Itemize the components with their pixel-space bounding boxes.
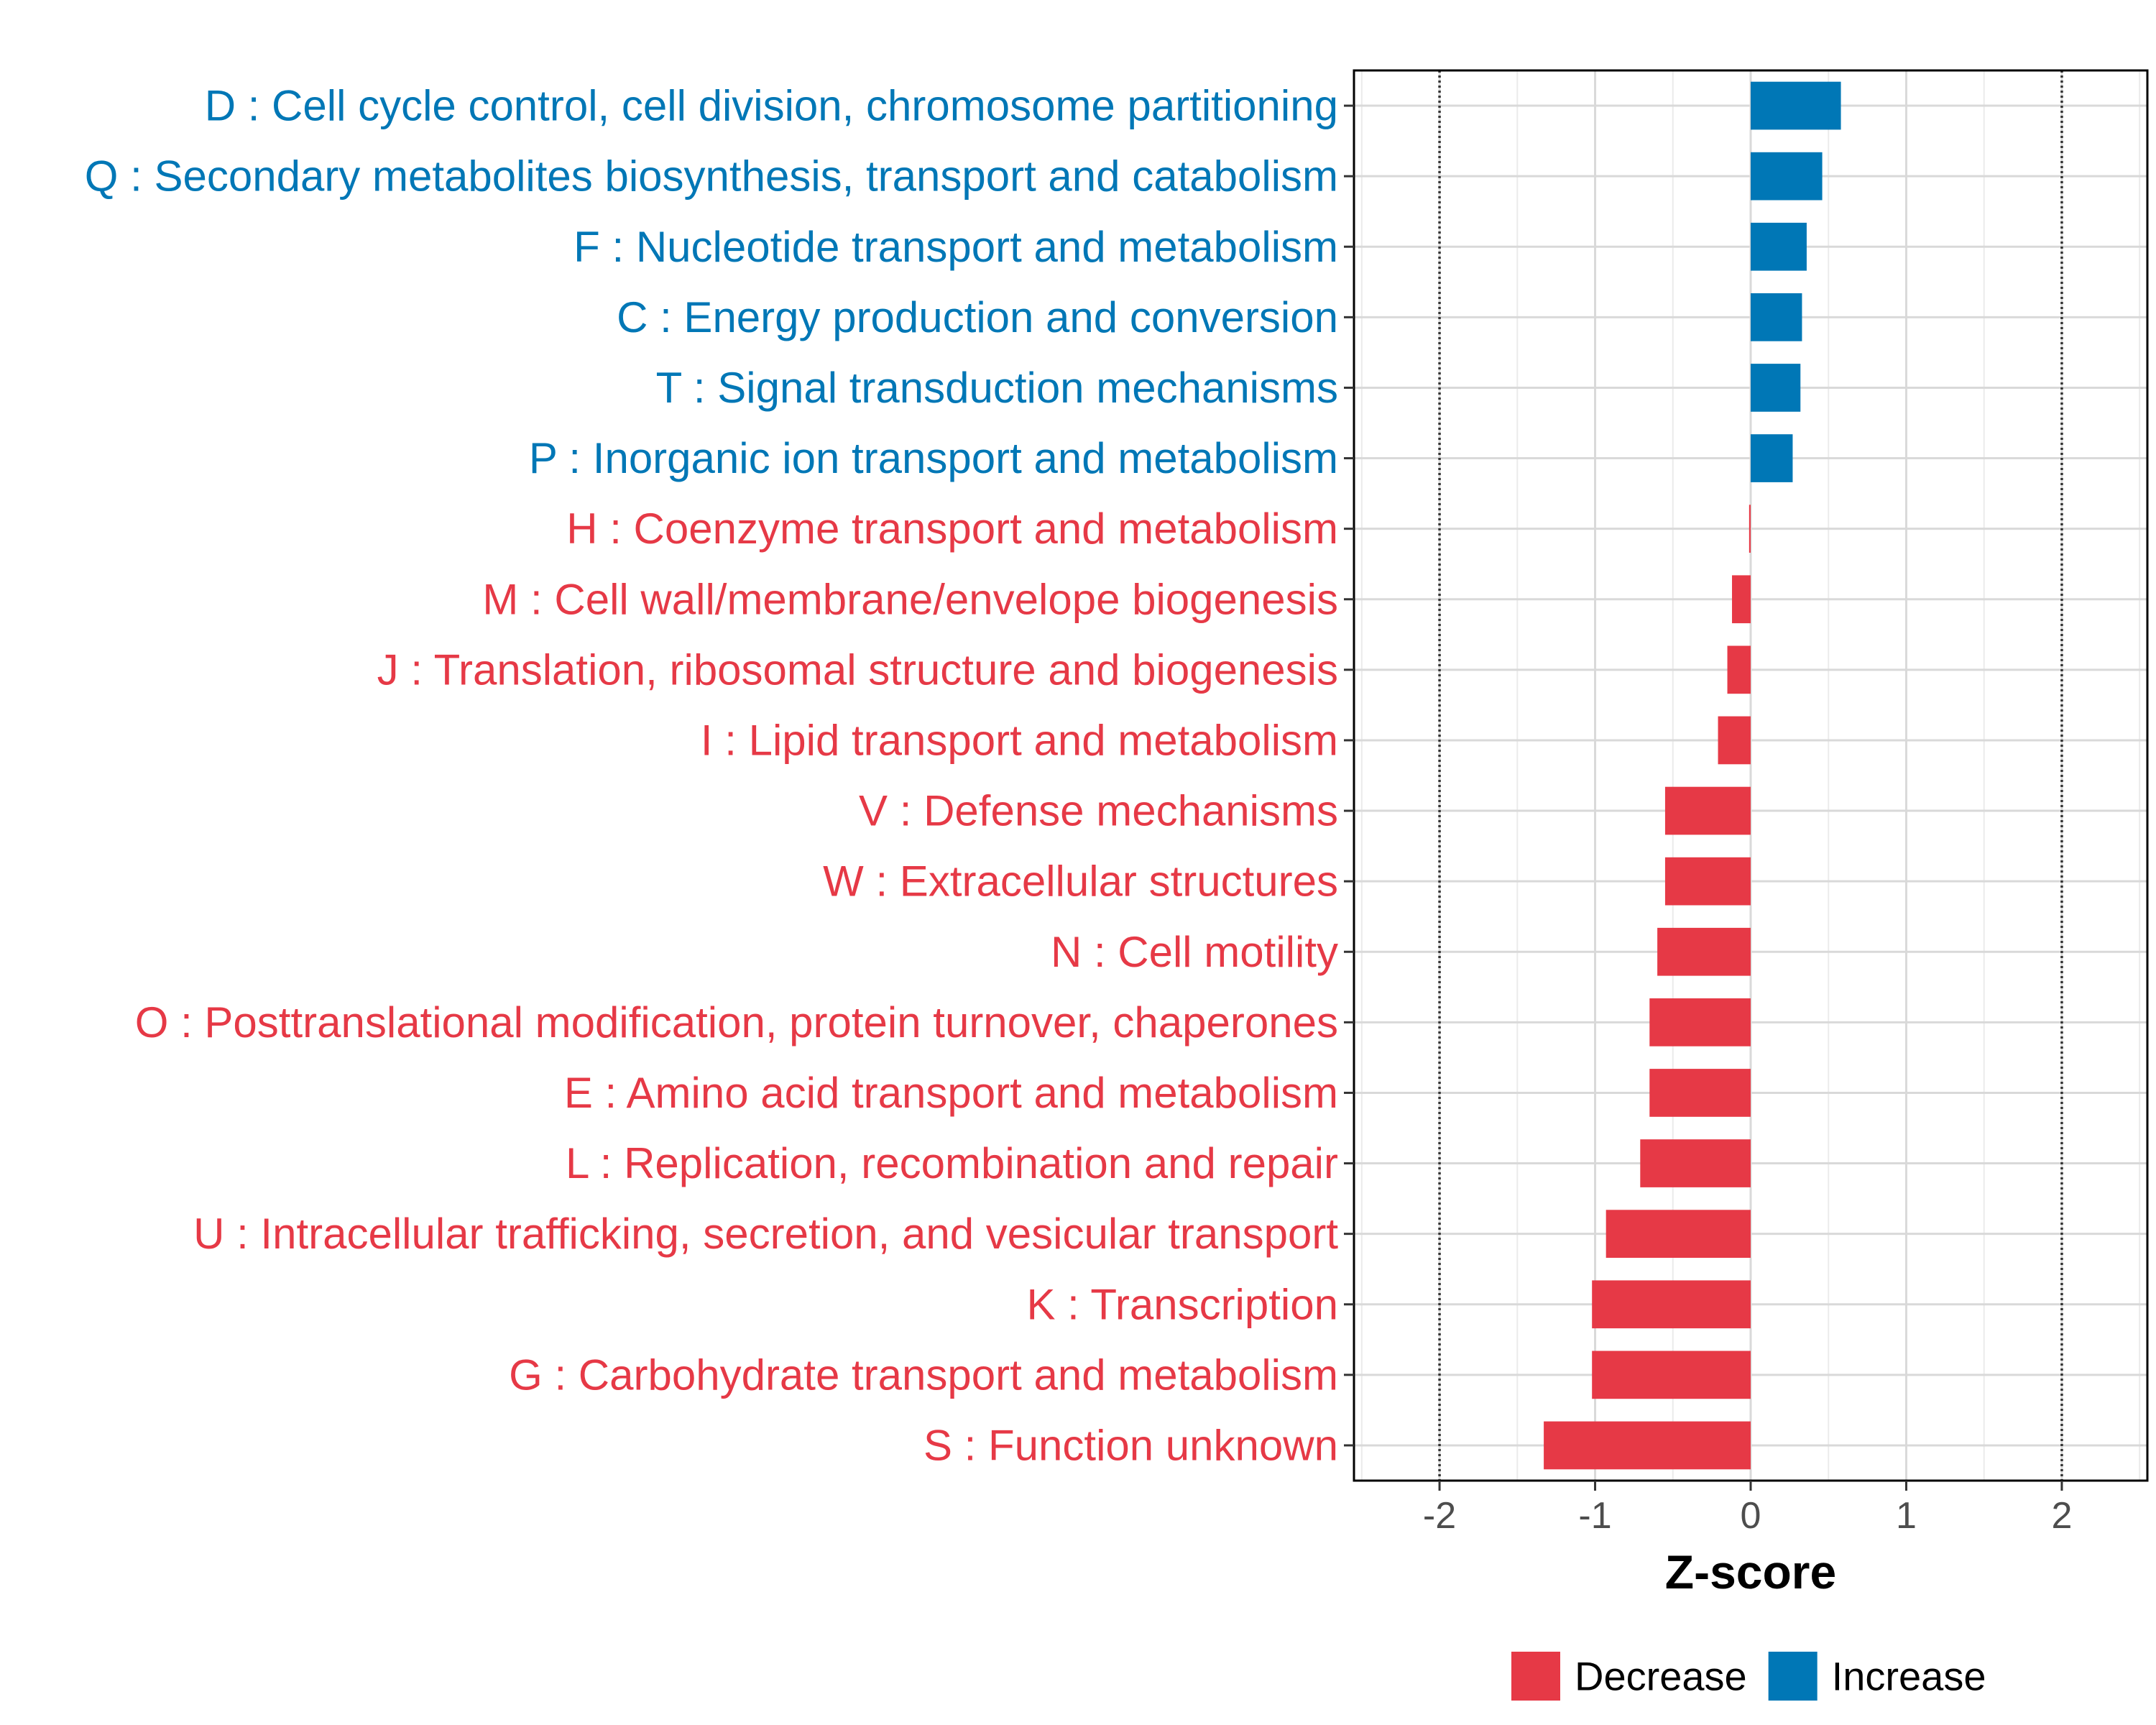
legend-label-decrease: Decrease xyxy=(1575,1654,1747,1699)
bar-f xyxy=(1751,222,1807,271)
category-label-k: K : Transcription xyxy=(1026,1280,1338,1328)
x-tick-label: 0 xyxy=(1741,1495,1761,1537)
bar-q xyxy=(1751,152,1823,201)
x-tick-label: 2 xyxy=(2051,1495,2072,1537)
category-label-v: V : Defense mechanisms xyxy=(859,787,1338,835)
category-label-f: F : Nucleotide transport and metabolism xyxy=(573,223,1338,271)
category-label-c: C : Energy production and conversion xyxy=(617,293,1338,341)
x-axis-title: Z-score xyxy=(1665,1545,1836,1598)
category-label-q: Q : Secondary metabolites biosynthesis, … xyxy=(85,152,1338,201)
bar-v xyxy=(1664,786,1751,835)
category-label-s: S : Function unknown xyxy=(923,1421,1338,1469)
bar-i xyxy=(1718,716,1751,765)
x-tick-label: 1 xyxy=(1896,1495,1917,1537)
bar-n xyxy=(1657,927,1751,976)
bar-k xyxy=(1592,1280,1751,1329)
x-tick-label: -2 xyxy=(1423,1495,1456,1537)
bar-s xyxy=(1544,1421,1751,1470)
bar-u xyxy=(1606,1210,1751,1259)
legend-key-increase xyxy=(1768,1652,1818,1701)
category-label-h: H : Coenzyme transport and metabolism xyxy=(566,505,1338,553)
bar-e xyxy=(1649,1069,1751,1117)
legend-label-increase: Increase xyxy=(1832,1654,1986,1699)
bar-c xyxy=(1751,293,1802,341)
legend: Decrease Increase xyxy=(1511,1652,1986,1701)
bar-p xyxy=(1751,434,1793,482)
category-label-l: L : Replication, recombination and repai… xyxy=(566,1139,1338,1187)
category-label-i: I : Lipid transport and metabolism xyxy=(701,716,1338,764)
category-label-u: U : Intracellular trafficking, secretion… xyxy=(193,1210,1338,1258)
bars xyxy=(1544,81,1841,1470)
category-label-p: P : Inorganic ion transport and metaboli… xyxy=(529,434,1338,482)
category-label-m: M : Cell wall/membrane/envelope biogenes… xyxy=(482,575,1338,623)
category-label-t: T : Signal transduction mechanisms xyxy=(656,364,1338,412)
y-axis-ticks xyxy=(1344,104,1354,1447)
category-label-w: W : Extracellular structures xyxy=(823,857,1338,906)
category-label-d: D : Cell cycle control, cell division, c… xyxy=(205,82,1338,130)
x-axis-ticks: -2 -1 0 1 2 xyxy=(1423,1481,2072,1537)
category-label-n: N : Cell motility xyxy=(1051,928,1338,976)
bar-o xyxy=(1649,998,1751,1046)
y-axis-category-labels: D : Cell cycle control, cell division, c… xyxy=(85,82,1339,1470)
category-label-e: E : Amino acid transport and metabolism xyxy=(564,1069,1338,1117)
bar-h xyxy=(1749,505,1751,553)
bar-l xyxy=(1640,1139,1751,1187)
bar-g xyxy=(1592,1351,1751,1399)
bar-d xyxy=(1751,81,1841,130)
bar-j xyxy=(1727,645,1751,694)
category-label-j: J : Translation, ribosomal structure and… xyxy=(377,645,1338,694)
reference-lines xyxy=(1438,70,2063,1481)
bar-t xyxy=(1751,364,1801,412)
category-label-g: G : Carbohydrate transport and metabolis… xyxy=(509,1351,1338,1399)
bar-w xyxy=(1664,857,1751,906)
legend-key-decrease xyxy=(1511,1652,1560,1701)
category-label-o: O : Posttranslational modification, prot… xyxy=(135,998,1338,1046)
x-tick-label: -1 xyxy=(1578,1495,1611,1537)
bar-m xyxy=(1732,575,1751,624)
